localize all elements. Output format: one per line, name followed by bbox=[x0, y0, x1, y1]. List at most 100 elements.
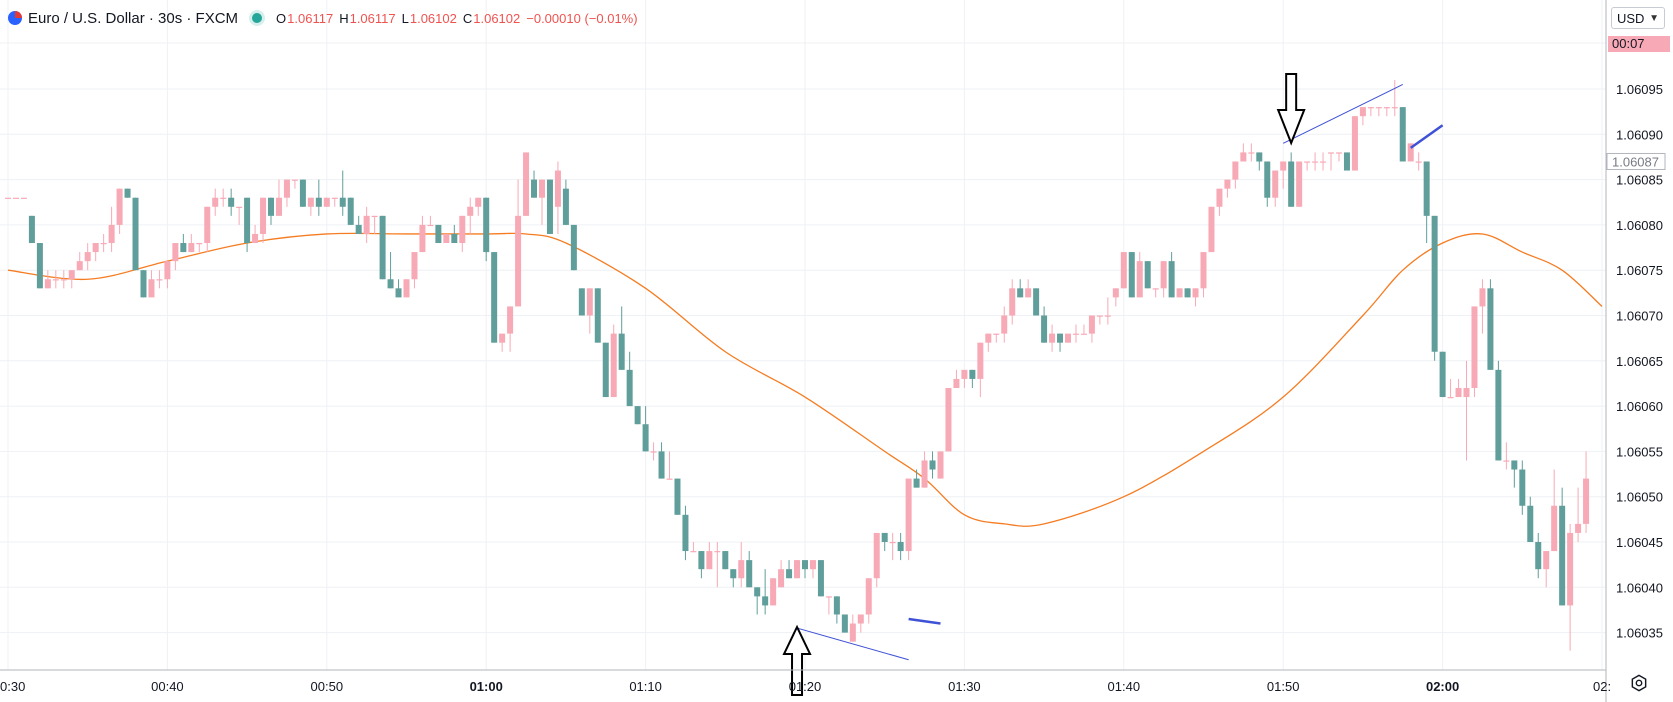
candle-body-up bbox=[1335, 152, 1342, 154]
candle-body-up bbox=[76, 261, 83, 271]
candle-body-down bbox=[1041, 315, 1048, 343]
candle-body-down bbox=[841, 614, 848, 633]
candle-body-down bbox=[1256, 152, 1263, 162]
price-tick-label: 1.06070 bbox=[1616, 309, 1663, 324]
annotation-arrows-layer bbox=[782, 73, 1306, 696]
candle-body-up bbox=[68, 270, 75, 280]
trendline[interactable] bbox=[1409, 124, 1444, 149]
candle-body-up bbox=[156, 279, 163, 281]
candle-body-up bbox=[1120, 252, 1127, 289]
candle-body-up bbox=[770, 578, 777, 606]
candle-body-down bbox=[746, 560, 753, 588]
ohlc-low-label: L bbox=[401, 10, 409, 26]
candle-body-up bbox=[1463, 387, 1470, 398]
candle-body-down bbox=[387, 279, 394, 289]
candle-body-up bbox=[1136, 261, 1143, 298]
time-tick-label: 01:00 bbox=[470, 679, 503, 694]
candle-body-down bbox=[802, 560, 808, 570]
candle-body-down bbox=[698, 551, 705, 570]
price-tick-label: 1.06035 bbox=[1616, 626, 1663, 641]
ohlc-open-label: O bbox=[276, 10, 287, 26]
price-tick-label: 1.06050 bbox=[1616, 490, 1663, 505]
price-tick-label: 1.06060 bbox=[1616, 399, 1663, 414]
currency-select[interactable]: USD ▼ bbox=[1611, 7, 1665, 29]
candle-body-up bbox=[20, 197, 27, 199]
candle-body-down bbox=[897, 542, 904, 552]
candle-body-down bbox=[546, 179, 553, 234]
candle-body-up bbox=[1367, 107, 1374, 109]
candle-body-up bbox=[1415, 161, 1422, 163]
candle-body-up bbox=[307, 197, 314, 207]
trendline[interactable] bbox=[1282, 84, 1403, 144]
candle-body-up bbox=[961, 369, 968, 379]
candle-body-up bbox=[1312, 161, 1319, 163]
candle-body-up bbox=[921, 460, 928, 488]
trendline[interactable] bbox=[796, 627, 909, 661]
candle-body-up bbox=[459, 215, 466, 244]
candle-body-down bbox=[244, 197, 251, 244]
symbol-title[interactable]: Euro / U.S. Dollar · 30s · FXCM bbox=[28, 9, 239, 27]
candle-body-up bbox=[1351, 116, 1358, 171]
candle-body-up bbox=[977, 342, 984, 379]
candles-layer bbox=[5, 79, 1590, 651]
candle-body-up bbox=[1248, 152, 1255, 154]
candle-body-up bbox=[475, 197, 482, 207]
candle-body-down bbox=[1487, 288, 1494, 370]
candle-body-down bbox=[180, 243, 187, 253]
time-tick-label: 00:40 bbox=[151, 679, 184, 694]
candle-body-down bbox=[578, 288, 585, 316]
price-tick-label: 1.06065 bbox=[1616, 354, 1663, 369]
candle-body-down bbox=[1519, 469, 1526, 506]
candle-body-down bbox=[1168, 261, 1175, 298]
candle-body-up bbox=[236, 206, 243, 208]
candle-body-up bbox=[1391, 107, 1398, 109]
candle-body-up bbox=[1304, 161, 1311, 163]
candle-body-up bbox=[1383, 107, 1390, 109]
currency-value: USD bbox=[1617, 10, 1645, 26]
candle-body-up bbox=[1320, 161, 1327, 163]
candle-body-up bbox=[1088, 315, 1095, 334]
gear-icon[interactable] bbox=[1630, 674, 1648, 692]
candle-body-down bbox=[268, 197, 275, 216]
trendline[interactable] bbox=[908, 617, 941, 625]
market-status-icon[interactable] bbox=[252, 13, 263, 23]
price-axis[interactable]: 1.06095 1.06090 1.06085 1.06080 1.06075 1.060… bbox=[1605, 0, 1666, 702]
candle-body-down bbox=[1288, 161, 1295, 207]
candle-body-up bbox=[1049, 333, 1056, 343]
candle-body-down bbox=[602, 342, 609, 398]
candle-body-up bbox=[738, 560, 745, 579]
candle-body-down bbox=[1559, 505, 1566, 606]
candle-body-up bbox=[794, 560, 801, 579]
candle-body-down bbox=[969, 369, 976, 379]
candle-body-up bbox=[889, 542, 896, 544]
candle-body-up bbox=[905, 478, 912, 552]
candle-body-up bbox=[196, 243, 203, 245]
candle-body-up bbox=[1455, 387, 1462, 398]
candle-body-down bbox=[1423, 161, 1430, 216]
candle-body-up bbox=[538, 179, 545, 198]
candle-body-down bbox=[1017, 288, 1024, 298]
price-tick-label: 1.06045 bbox=[1616, 535, 1663, 550]
candle-body-up bbox=[1359, 107, 1366, 117]
candle-body-down bbox=[531, 179, 538, 198]
price-tick-label: 1.06095 bbox=[1616, 82, 1663, 97]
candle-body-down bbox=[722, 551, 729, 570]
candle-body-up bbox=[116, 188, 123, 225]
candle-body-down bbox=[1431, 215, 1438, 352]
candle-body-up bbox=[1025, 288, 1032, 298]
ohlc-change: −0.00010 (−0.01%) bbox=[526, 10, 638, 26]
candle-body-down bbox=[618, 333, 625, 370]
candle-body-down bbox=[674, 478, 681, 515]
trendlines-layer[interactable] bbox=[796, 84, 1444, 661]
candle-body-up bbox=[1583, 478, 1590, 524]
price-tick-label: 1.06075 bbox=[1616, 263, 1663, 278]
time-tick-label: 01:40 bbox=[1108, 679, 1141, 694]
candle-body-down bbox=[634, 406, 641, 425]
candle-body-down bbox=[435, 224, 442, 244]
candle-body-up bbox=[666, 478, 673, 480]
candle-body-up bbox=[5, 197, 11, 199]
candle-body-up bbox=[291, 179, 298, 181]
candle-body-up bbox=[1072, 333, 1079, 335]
time-axis[interactable]: 0:30 00:40 00:50 01:00 01:10 01:20 01:30 01:40 0… bbox=[0, 669, 1611, 694]
